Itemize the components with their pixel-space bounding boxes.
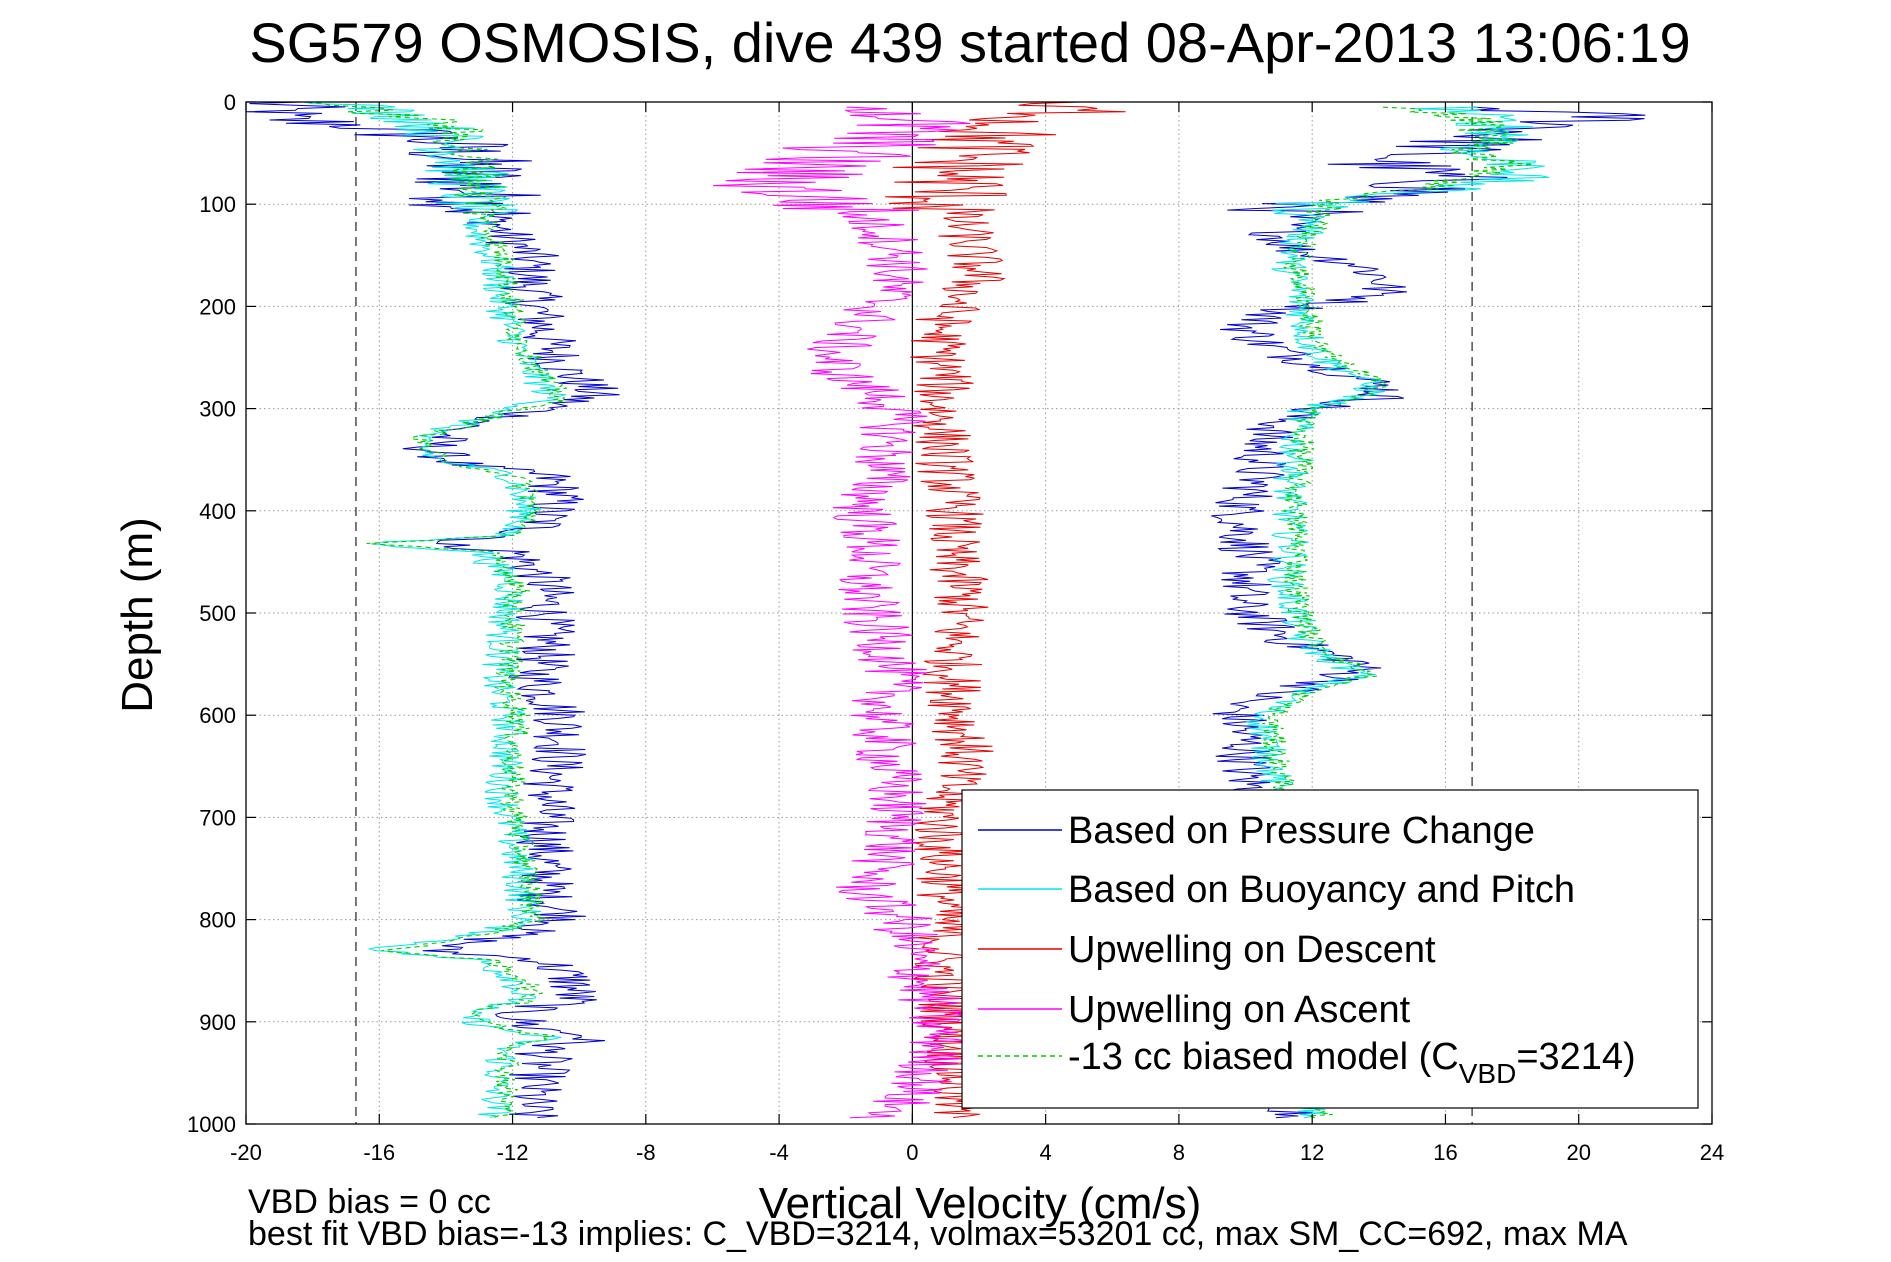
y-tick-label: 800 [199,908,236,933]
x-tick-label: 24 [1700,1140,1724,1165]
legend: Based on Pressure Change Based on Buoyanc… [961,789,1699,1109]
series-line-3-ascent [712,106,971,1119]
legend-label: Based on Pressure Change [1068,810,1535,852]
legend-label: Upwelling on Descent [1068,929,1436,971]
legend-label: Upwelling on Ascent [1068,989,1411,1031]
y-tick-label: 600 [199,703,236,728]
y-tick-label: 1000 [187,1112,236,1137]
y-tick-label: 700 [199,805,236,830]
y-tick-label: 100 [199,192,236,217]
x-tick-label: 12 [1300,1140,1324,1165]
x-tick-label: -20 [230,1140,262,1165]
chart-title: SG579 OSMOSIS, dive 439 started 08-Apr-2… [249,11,1690,74]
series-line-2-descent [885,101,1126,1118]
x-tick-label: -12 [497,1140,529,1165]
y-axis-label: Depth (m) [113,517,162,713]
y-tick-labels: 0 100 200 300 400 500 600 700 800 900 1000 [187,90,236,1137]
x-tick-label: -8 [636,1140,656,1165]
x-axis-label: Vertical Velocity (cm/s) [759,1179,1202,1228]
y-tick-label: 900 [199,1010,236,1035]
x-tick-label: 4 [1040,1140,1052,1165]
x-tick-label: -4 [769,1140,789,1165]
legend-entries: Based on Pressure Change Based on Buoyanc… [978,810,1636,1089]
x-tick-label: -16 [363,1140,395,1165]
legend-box [961,789,1699,1109]
y-tick-label: 300 [199,397,236,422]
y-tick-label: 400 [199,499,236,524]
footer-best-fit: best fit VBD bias=-13 implies: C_VBD=321… [248,1215,1628,1253]
footer-vbd-bias: VBD bias = 0 cc [248,1183,491,1221]
series-line-4-descent [307,101,567,1119]
legend-label: Based on Buoyancy and Pitch [1068,869,1575,911]
x-tick-label: 8 [1173,1140,1185,1165]
y-tick-label: 500 [199,601,236,626]
axes-frame [245,101,1713,1125]
series-line-0-descent [245,101,620,1118]
x-tick-label: 0 [906,1140,918,1165]
x-tick-label: 16 [1433,1140,1457,1165]
x-tick-label: 20 [1566,1140,1590,1165]
series-line-1-descent [303,101,567,1118]
y-tick-label: 200 [199,294,236,319]
x-tick-labels: -20 -16 -12 -8 -4 0 4 8 12 16 20 24 [230,1140,1724,1165]
y-tick-label: 0 [224,90,236,115]
legend-label: -13 cc biased model (CVBD=3214) [1068,1036,1636,1089]
